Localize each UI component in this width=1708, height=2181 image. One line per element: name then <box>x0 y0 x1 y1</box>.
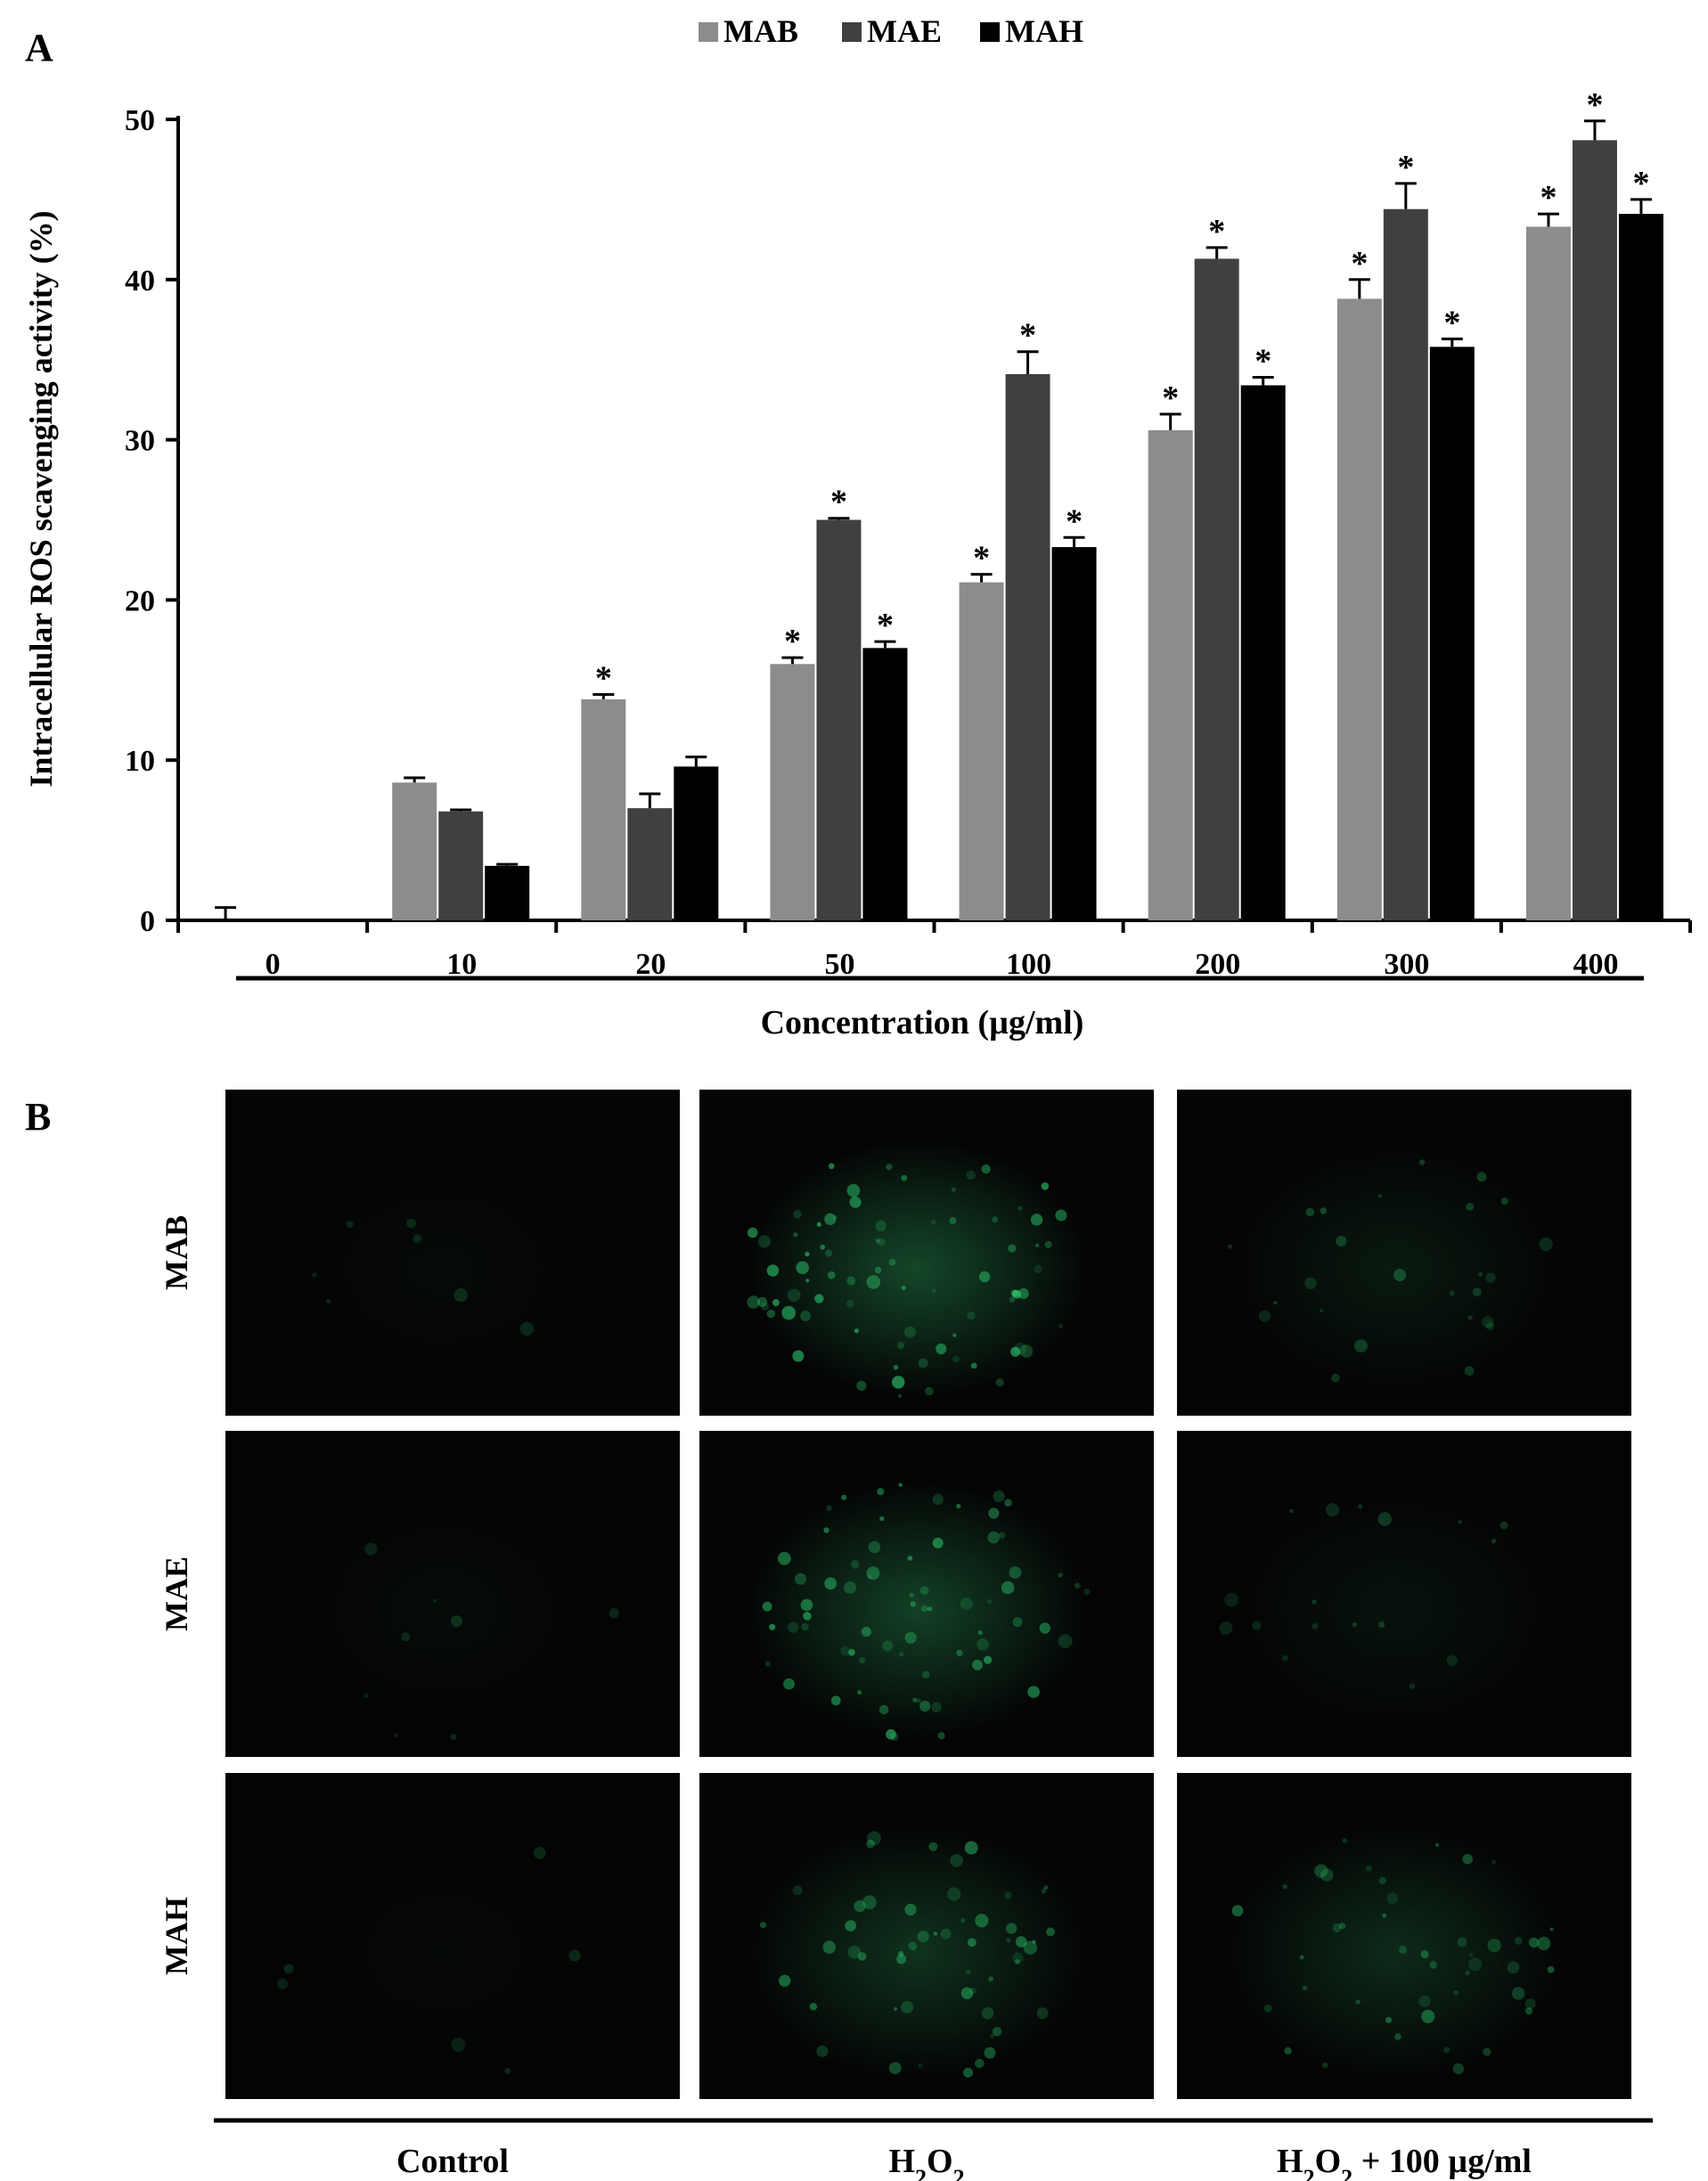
significance-marker: * <box>784 623 801 660</box>
bar-mae-20 <box>627 808 673 920</box>
row-label-mae: MAE <box>159 1556 194 1631</box>
x-tick-label: 400 <box>1573 948 1618 981</box>
column-label-1: Control <box>396 2143 509 2180</box>
micrograph-mab-1 <box>225 1090 680 1416</box>
bar-mae-400 <box>1572 140 1617 920</box>
column-label-3: H2O2 + 100 µg/ml <box>1277 2143 1532 2181</box>
bar-mae-100 <box>1005 373 1050 921</box>
x-tick-label: 50 <box>824 948 854 981</box>
x-tick-label: 100 <box>1006 948 1051 981</box>
legend-label-mab: MAB <box>723 13 798 49</box>
bar-mab-20 <box>581 698 626 920</box>
x-tick-label: 0 <box>266 948 281 981</box>
micrograph-mab-3 <box>1177 1090 1631 1416</box>
x-ticks: 0 10 20 50 100 200 300 400 <box>176 920 1692 981</box>
significance-marker: * <box>1066 502 1083 540</box>
bar-mah-10 <box>485 865 530 920</box>
panel-b-label: B <box>25 1095 51 1139</box>
y-tick-label: 30 <box>125 425 155 458</box>
x-tick-label: 20 <box>635 948 666 981</box>
significance-marker: * <box>1632 165 1649 202</box>
bar-mab-10 <box>392 782 437 920</box>
micrograph-mah-2 <box>699 1773 1154 2099</box>
bar-mah-20 <box>674 766 719 920</box>
column-labels: Control H2O2 H2O2 + 100 µg/ml <box>396 2143 1532 2181</box>
row-label-mab: MAB <box>159 1215 194 1290</box>
bar-mae-10 <box>438 811 484 920</box>
y-tick-label: 50 <box>125 104 155 137</box>
bar-mah-400 <box>1618 214 1663 920</box>
y-ticks: 0 10 20 30 40 50 <box>125 104 178 938</box>
micrograph-mae-2 <box>699 1431 1154 1757</box>
significance-marker: * <box>1019 317 1036 355</box>
micrograph-mae-1 <box>225 1431 680 1757</box>
bar-mab-400 <box>1525 226 1571 920</box>
x-axis-title: Concentration (µg/ml) <box>761 1004 1084 1041</box>
legend-swatch-mah <box>980 22 1000 42</box>
micrograph-mab-2 <box>699 1090 1154 1416</box>
significance-marker: * <box>830 484 847 521</box>
significance-marker: * <box>1397 149 1414 186</box>
bar-mab-100 <box>959 582 1004 920</box>
significance-marker: * <box>595 659 612 697</box>
bar-mae-50 <box>816 519 862 920</box>
chart-legend: MAB MAE MAH <box>699 13 1083 49</box>
significance-marker: * <box>1254 342 1271 380</box>
bars: * * * * * * * * * * * * * * * * <box>215 86 1663 921</box>
significance-marker: * <box>1540 179 1557 216</box>
bar-mab-300 <box>1336 298 1382 921</box>
legend-label-mah: MAH <box>1005 13 1083 49</box>
panel-a-label: A <box>25 26 53 69</box>
bar-mah-50 <box>862 648 908 920</box>
x-tick-label: 200 <box>1195 948 1240 981</box>
y-tick-label: 20 <box>125 584 155 617</box>
legend-swatch-mae <box>842 22 862 42</box>
micrograph-mae-3 <box>1177 1431 1631 1757</box>
y-tick-label: 0 <box>140 905 155 938</box>
bar-mab-200 <box>1148 429 1193 920</box>
row-label-mah: MAH <box>159 1897 194 1975</box>
bar-mae-200 <box>1194 258 1239 920</box>
bar-mah-300 <box>1429 347 1475 920</box>
significance-marker: * <box>877 607 894 644</box>
x-tick-label: 300 <box>1384 948 1429 981</box>
micrograph-mah-3 <box>1177 1773 1631 2099</box>
significance-marker: * <box>1443 304 1460 341</box>
y-tick-label: 40 <box>125 265 155 298</box>
legend-swatch-mab <box>699 22 718 42</box>
bar-mab-50 <box>770 664 815 920</box>
significance-marker: * <box>1586 86 1603 124</box>
legend-label-mae: MAE <box>867 13 942 49</box>
column-label-2: H2O2 <box>888 2143 964 2181</box>
significance-marker: * <box>1351 245 1368 282</box>
x-tick-label: 10 <box>446 948 477 981</box>
bar-mah-100 <box>1051 547 1097 920</box>
y-tick-label: 10 <box>125 745 155 778</box>
bar-mah-200 <box>1240 385 1286 920</box>
micrograph-mah-1 <box>225 1773 680 2099</box>
significance-marker: * <box>1162 380 1179 417</box>
micrograph-grid: MAB MAE MAH <box>159 1090 1631 2099</box>
significance-marker: * <box>1208 213 1225 250</box>
significance-marker: * <box>973 540 990 577</box>
bar-mae-300 <box>1383 208 1428 921</box>
y-axis-title: Intracellular ROS scavenging activity (%… <box>23 210 59 787</box>
